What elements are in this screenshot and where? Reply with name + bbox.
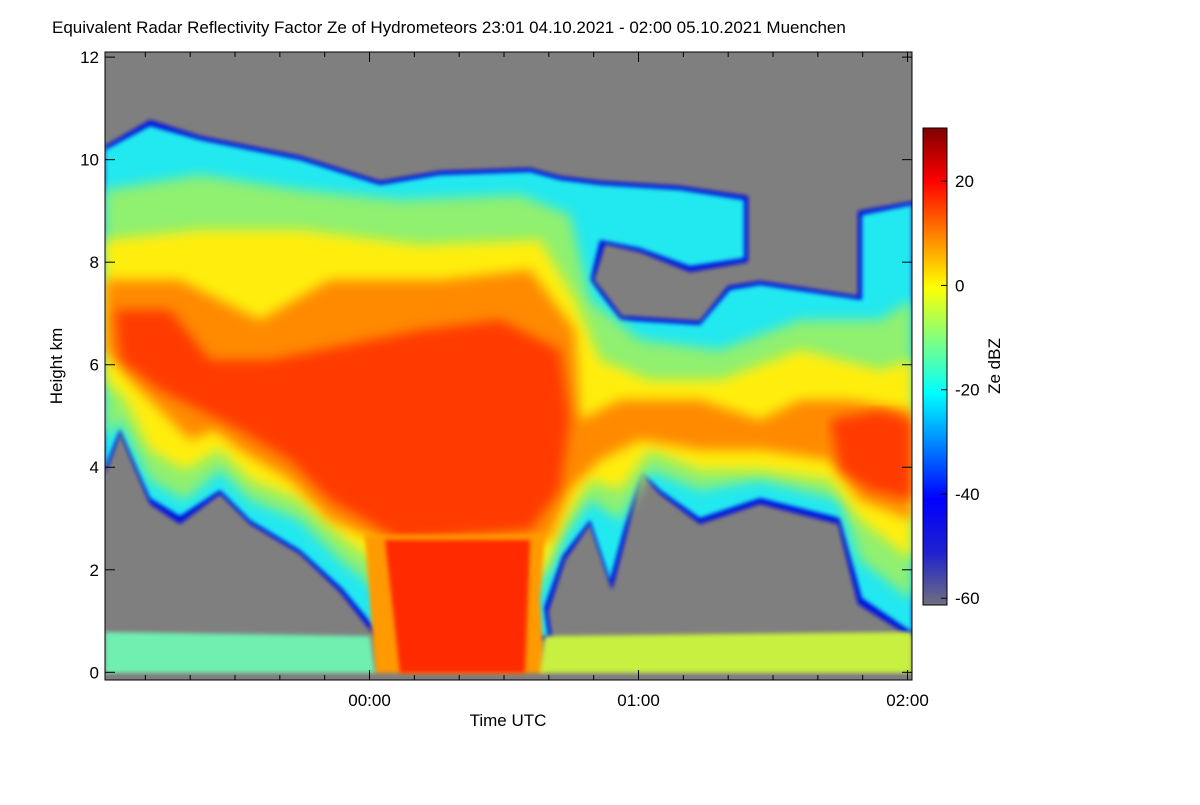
y-tick-label: 6 — [90, 356, 99, 375]
colorbar-tick-label: -40 — [955, 485, 980, 504]
y-tick-label: 10 — [80, 151, 99, 170]
precip-red — [385, 540, 530, 673]
y-tick-label: 8 — [90, 253, 99, 272]
colorbar-tick-label: -60 — [955, 589, 980, 608]
chart-title: Equivalent Radar Reflectivity Factor Ze … — [52, 18, 846, 37]
colorbar-tick-label: 0 — [955, 276, 964, 295]
x-tick-label: 02:00 — [886, 691, 929, 710]
x-tick-label: 00:00 — [348, 691, 391, 710]
y-tick-label: 4 — [90, 458, 99, 477]
colorbar-tick-label: 20 — [955, 172, 974, 191]
x-axis-label: Time UTC — [470, 711, 547, 730]
cloud-red-east — [830, 410, 912, 500]
colorbar — [922, 127, 948, 606]
colorbar-tick-label: -20 — [955, 381, 980, 400]
reflectivity-field — [105, 120, 912, 673]
low-layer-east — [540, 632, 912, 673]
y-axis-label: Height km — [47, 328, 66, 405]
cloud-red — [115, 310, 570, 540]
y-tick-label: 2 — [90, 561, 99, 580]
low-layer — [105, 632, 375, 673]
x-tick-label: 01:00 — [617, 691, 660, 710]
y-tick-label: 12 — [80, 48, 99, 67]
y-tick-label: 0 — [90, 663, 99, 682]
plot-frame — [104, 51, 913, 681]
colorbar-label: Ze dBZ — [985, 338, 1004, 394]
